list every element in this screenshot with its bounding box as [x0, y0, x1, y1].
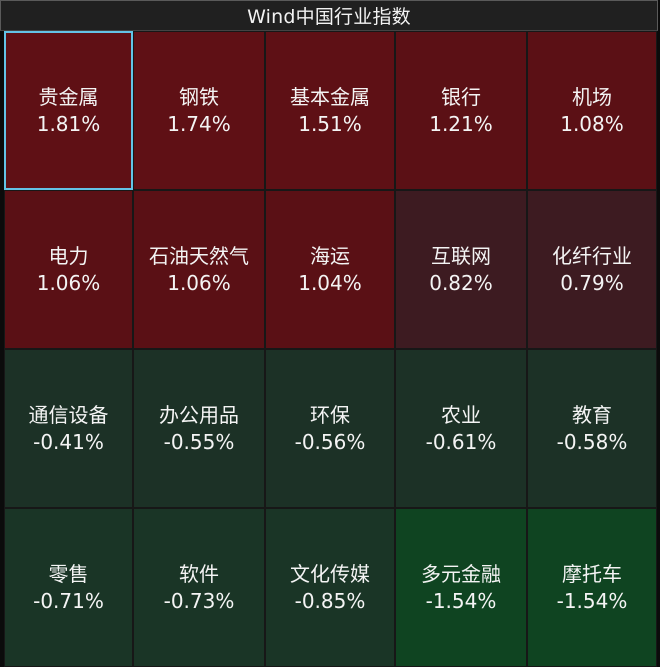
- industry-change-percent: -0.41%: [33, 429, 104, 454]
- industry-tile[interactable]: 教育 -0.58%: [527, 349, 657, 508]
- industry-tile[interactable]: 电力 1.06%: [4, 190, 133, 349]
- industry-tile[interactable]: 办公用品 -0.55%: [133, 349, 265, 508]
- industry-name: 文化传媒: [290, 561, 370, 586]
- industry-tile[interactable]: 环保 -0.56%: [265, 349, 395, 508]
- industry-change-percent: 1.81%: [36, 111, 101, 136]
- industry-name: 石油天然气: [149, 243, 249, 268]
- industry-tile[interactable]: 基本金属 1.51%: [265, 31, 395, 190]
- industry-change-percent: 0.79%: [560, 270, 624, 295]
- industry-change-percent: -0.71%: [33, 588, 104, 613]
- industry-change-percent: 1.21%: [429, 111, 493, 136]
- industry-name: 银行: [441, 84, 481, 109]
- industry-name: 贵金属: [38, 84, 99, 109]
- industry-tile[interactable]: 互联网 0.82%: [395, 190, 527, 349]
- industry-name: 农业: [441, 402, 481, 427]
- industry-change-percent: -0.56%: [294, 429, 366, 454]
- industry-tile[interactable]: 软件 -0.73%: [133, 508, 265, 667]
- industry-tile[interactable]: 化纤行业 0.79%: [527, 190, 657, 349]
- panel-title-bar: Wind中国行业指数: [0, 0, 658, 31]
- panel-title: Wind中国行业指数: [247, 6, 411, 28]
- industry-change-percent: 1.74%: [167, 111, 231, 136]
- industry-name: 零售: [48, 561, 89, 586]
- industry-tile-grid: 贵金属 1.81% 钢铁 1.74% 基本金属 1.51% 银行 1.21% 机场 1.08% 电力…: [4, 31, 657, 667]
- industry-tile[interactable]: 零售 -0.71%: [4, 508, 133, 667]
- industry-change-percent: 1.06%: [167, 270, 231, 295]
- industry-name: 通信设备: [28, 402, 109, 427]
- industry-tile[interactable]: 石油天然气 1.06%: [133, 190, 265, 349]
- industry-change-percent: 0.82%: [429, 270, 493, 295]
- industry-name: 环保: [310, 402, 350, 427]
- industry-name: 机场: [572, 84, 612, 109]
- industry-change-percent: -0.73%: [163, 588, 235, 613]
- industry-change-percent: -1.54%: [556, 588, 628, 613]
- industry-name: 摩托车: [562, 561, 622, 586]
- industry-tile[interactable]: 钢铁 1.74%: [133, 31, 265, 190]
- industry-tile[interactable]: 农业 -0.61%: [395, 349, 527, 508]
- industry-change-percent: -0.55%: [163, 429, 235, 454]
- industry-name: 海运: [310, 243, 350, 268]
- industry-tile[interactable]: 文化传媒 -0.85%: [265, 508, 395, 667]
- industry-change-percent: -0.85%: [294, 588, 366, 613]
- industry-name: 软件: [179, 561, 219, 586]
- industry-name: 钢铁: [179, 84, 219, 109]
- industry-name: 化纤行业: [552, 243, 632, 268]
- industry-change-percent: 1.04%: [298, 270, 362, 295]
- industry-change-percent: 1.51%: [298, 111, 362, 136]
- industry-name: 办公用品: [159, 402, 239, 427]
- industry-name: 教育: [572, 402, 612, 427]
- industry-tile[interactable]: 摩托车 -1.54%: [527, 508, 657, 667]
- industry-change-percent: -1.54%: [425, 588, 497, 613]
- industry-change-percent: -0.61%: [425, 429, 497, 454]
- industry-tile[interactable]: 机场 1.08%: [527, 31, 657, 190]
- industry-name: 互联网: [431, 243, 491, 268]
- industry-name: 多元金融: [421, 561, 501, 586]
- industry-tile[interactable]: 海运 1.04%: [265, 190, 395, 349]
- industry-name: 电力: [48, 243, 89, 268]
- industry-tile[interactable]: 通信设备 -0.41%: [4, 349, 133, 508]
- industry-tile[interactable]: 贵金属 1.81%: [4, 31, 133, 190]
- industry-tile[interactable]: 多元金融 -1.54%: [395, 508, 527, 667]
- industry-change-percent: 1.06%: [36, 270, 101, 295]
- industry-tile[interactable]: 银行 1.21%: [395, 31, 527, 190]
- industry-name: 基本金属: [290, 84, 370, 109]
- industry-change-percent: 1.08%: [560, 111, 624, 136]
- industry-change-percent: -0.58%: [556, 429, 628, 454]
